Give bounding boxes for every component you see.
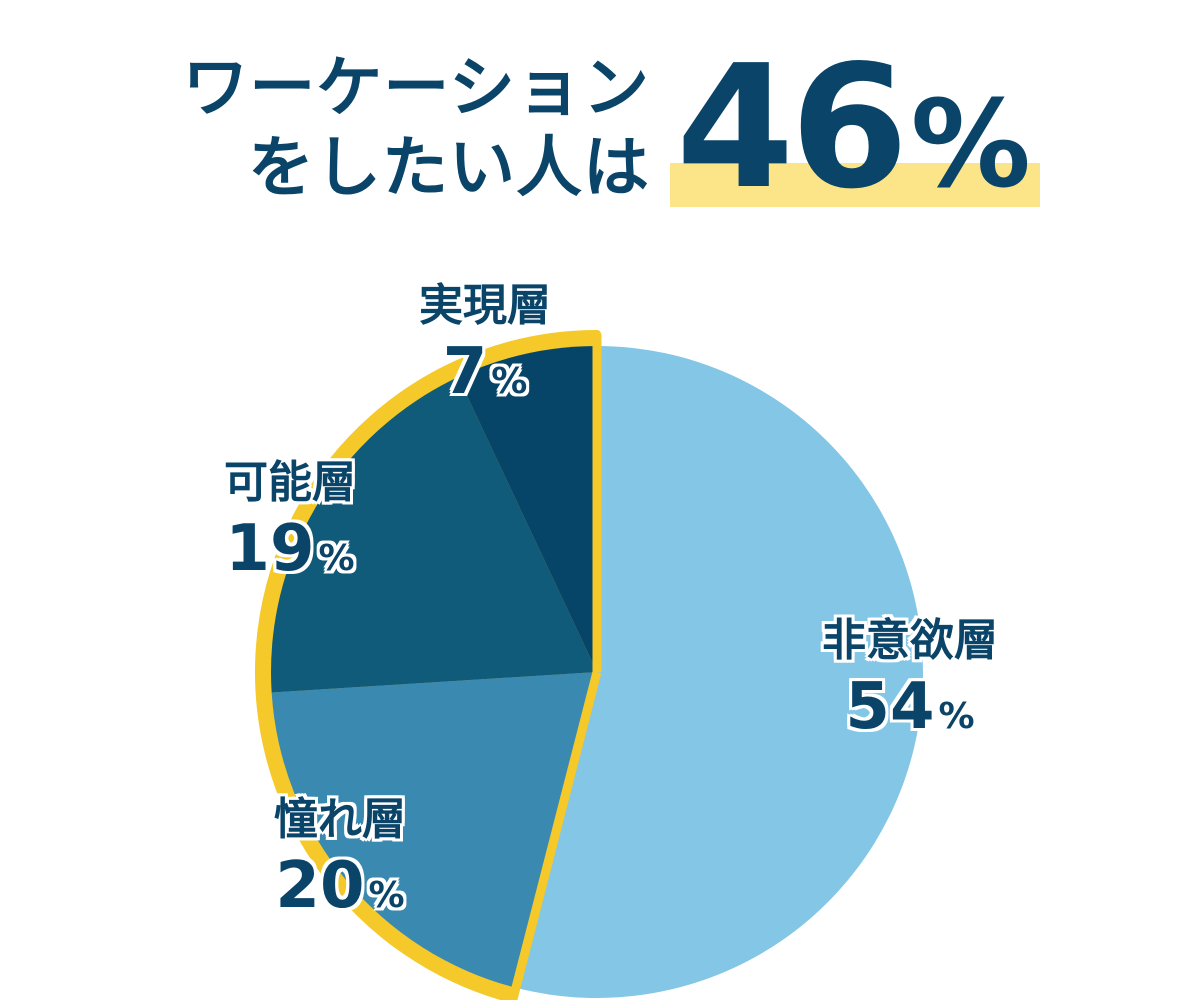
label-akogare: 憧れ層 20% [240,792,440,934]
label-hiiyoku-value: 54% [845,670,975,744]
label-hiiyoku-name: 非意欲層 [822,615,998,666]
label-jitsugen-value: 7% [442,335,528,409]
headline-line-2: をしたい人は [248,129,650,206]
label-kanou-name: 可能層 [224,457,356,508]
highlight-bar [670,163,1040,207]
headline-percentage-value: 46 [676,29,909,227]
headline-line-1: ワーケーション [182,49,650,126]
slice-akogare [271,672,597,988]
label-hiiyoku: 非意欲層 54% [790,613,1030,755]
slice-hiiyoku [515,346,924,998]
slice-kanou [270,377,597,693]
label-akogare-name: 憧れ層 [274,794,406,845]
label-kanou: 可能層 19% [190,455,390,597]
label-jitsugen-name: 実現層 [419,280,551,331]
label-kanou-value: 19% [225,512,355,586]
highlight-divider-lower [508,670,602,1000]
slice-jitsugen [458,346,597,672]
headline-percentage-unit: % [910,76,1031,215]
label-akogare-value: 20% [275,849,405,923]
headline-percentage: 46% [676,38,1031,236]
headline: ワーケーション をしたい人は [150,48,650,208]
label-jitsugen: 実現層 7% [385,278,585,420]
